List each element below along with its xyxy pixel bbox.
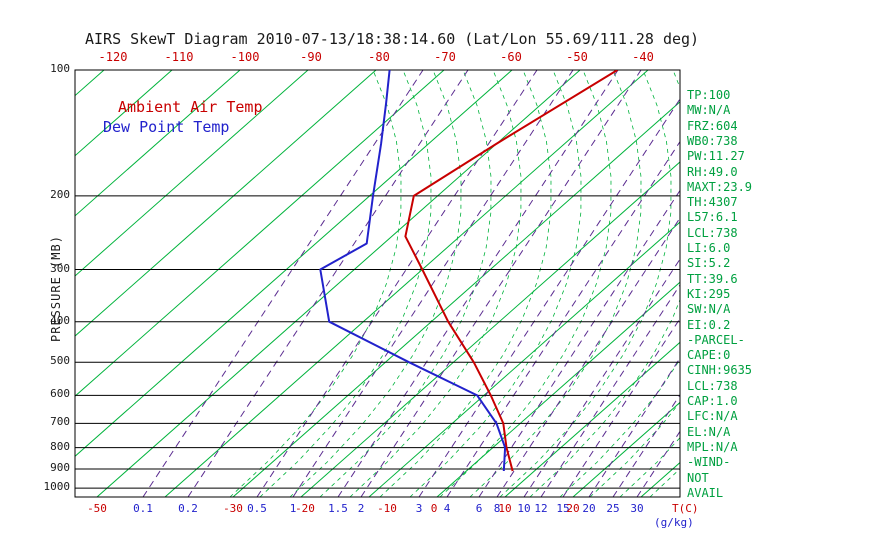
stat-line: MPL:N/A [687,439,738,454]
pressure-tick: 900 [50,461,70,474]
bottom-axis-tick: 6 [475,502,483,515]
bottom-axis-tick: 1.5 [328,502,348,515]
mixing-ratio-lines [142,70,680,497]
moist-adiabat-lines [229,70,680,497]
stat-line: LCL:738 [687,225,738,240]
stat-line: LFC:N/A [687,409,738,424]
pressure-tick: 1000 [43,480,71,494]
bottom-axis-tick: 25 [606,502,620,515]
bottom-axis-tick: 30 [630,502,644,515]
top-axis-tick: -70 [434,50,456,64]
stat-line: RH:49.0 [687,164,738,179]
top-axis-tick: -120 [98,50,128,64]
stat-line: PW:11.27 [687,149,745,164]
bottom-axis-tick: -30 [223,502,243,515]
pressure-tick: 500 [50,354,70,368]
mixing-ratio-axis-unit-label: (g/kg) [654,516,694,529]
stat-line: -PARCEL- [687,332,745,347]
stat-line: LCL:738 [687,378,738,393]
bottom-axis-tick: 8 [493,502,501,515]
stat-line: MW:N/A [687,103,731,118]
stat-line: LI:6.0 [687,241,731,255]
stat-line: -WIND- [687,455,731,470]
pressure-tick: 800 [50,439,70,453]
top-axis-tick: -80 [368,50,390,64]
bottom-axis-tick: 0.1 [133,502,153,515]
dewpoint-trace [319,70,507,472]
bottom-axis-tick: 15 [556,502,570,515]
stat-line: SW:N/A [687,302,731,317]
stat-line: AVAIL [687,485,724,500]
pressure-tick: 100 [50,62,70,75]
pressure-tick: 200 [50,187,70,201]
stat-line: FRZ:604 [687,118,738,133]
top-axis-tick: -50 [566,50,588,64]
chart-title: AIRS SkewT Diagram 2010-07-13/18:38:14.6… [85,30,700,48]
bottom-axis-tick: 12 [534,502,548,515]
pressure-tick: 700 [50,415,70,429]
isotherm-lines [75,70,680,497]
legend-dew-point-temp: Dew Point Temp [103,118,230,136]
stat-line: L57:6.1 [687,210,738,225]
top-axis-tick: -90 [300,50,322,64]
stat-line: TT:39.6 [687,271,738,286]
stat-line: MAXT:23.9 [687,179,753,194]
stat-line: EI:0.2 [687,317,731,332]
stat-line: TP:100 [687,88,731,102]
stat-line: WB0:738 [687,133,738,148]
top-axis-tick: -100 [230,50,260,64]
bottom-axis-tick: 20 [566,502,580,515]
legend-ambient-air-temp: Ambient Air Temp [118,98,263,116]
pressure-tick: 600 [50,387,70,401]
bottom-axis-tick: 3 [415,502,423,515]
stat-line: CAP:1.0 [687,394,738,408]
stat-line: NOT [687,470,709,485]
bottom-axis-tick: 0.2 [178,502,198,515]
pressure-tick: 400 [50,313,70,327]
bottom-axis-tick: 10 [517,502,531,515]
bottom-axis-tick: 2 [357,502,365,515]
bottom-axis-tick: 20 [582,502,596,515]
stat-line: EL:N/A [687,424,731,439]
pressure-tick: 300 [50,261,70,275]
stat-line: CINH:9635 [687,363,753,378]
top-axis-tick: -60 [500,50,522,64]
ambient-temp-trace [404,70,618,472]
bottom-axis-tick: 0.5 [247,502,267,515]
temp-axis-unit-label: T(C) [672,502,699,515]
top-axis-tick: -110 [164,50,194,64]
stat-line: SI:5.2 [687,256,731,271]
stat-line: CAPE:0 [687,348,731,363]
bottom-axis-tick: 1 [289,502,297,515]
top-axis-tick: -40 [632,50,654,64]
bottom-axis-tick: 10 [498,502,512,515]
bottom-axis-tick: 4 [443,502,451,515]
bottom-axis-tick: -50 [87,502,107,515]
bottom-axis-tick: 0 [430,502,438,515]
bottom-axis-tick: -10 [377,502,397,515]
stat-line: TH:4307 [687,195,738,210]
pressure-grid [74,69,681,498]
stat-line: KI:295 [687,286,731,301]
bottom-axis-tick: -20 [295,502,315,515]
